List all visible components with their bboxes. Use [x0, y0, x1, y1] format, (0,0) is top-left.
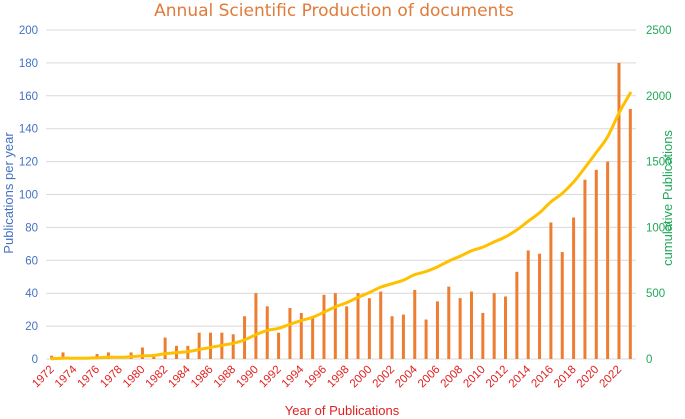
x-tick-label: 1980 — [121, 364, 148, 391]
bar-2014 — [526, 250, 530, 359]
x-tick-label: 1974 — [53, 363, 80, 390]
x-tick-label: 1988 — [212, 364, 239, 391]
x-tick-label: 2004 — [393, 363, 420, 390]
bar-2001 — [379, 291, 383, 359]
bar-2000 — [367, 298, 371, 359]
x-tick-label: 1978 — [98, 364, 125, 391]
x-tick-label: 2020 — [575, 364, 602, 391]
x-axis-ticks: 1972197419761978198019821984198619881990… — [30, 363, 624, 390]
x-tick-label: 1990 — [234, 364, 261, 391]
left-axis-label: Publications per year — [1, 132, 16, 254]
left-tick-label: 140 — [19, 124, 38, 136]
bar-series — [50, 62, 632, 360]
left-tick-label: 160 — [19, 91, 38, 103]
right-tick-label: 0 — [646, 354, 652, 366]
bar-2020 — [594, 169, 598, 359]
right-axis-ticks: 0 500 1000 1500 2000 2500 — [646, 25, 672, 366]
bar-2008 — [458, 298, 462, 359]
right-tick-label: 2000 — [646, 91, 672, 103]
left-tick-label: 180 — [19, 58, 38, 70]
x-tick-label: 2018 — [552, 364, 579, 391]
bar-2015 — [538, 253, 542, 359]
bar-1982 — [163, 337, 167, 359]
x-tick-label: 2006 — [416, 364, 443, 391]
bar-2009 — [469, 291, 473, 359]
bar-1996 — [322, 294, 326, 359]
x-tick-label: 1998 — [325, 364, 352, 391]
x-axis-label: Year of Publications — [285, 403, 400, 418]
bar-1990 — [254, 293, 258, 359]
x-tick-label: 1992 — [257, 364, 284, 391]
x-tick-label: 2002 — [371, 364, 398, 391]
x-tick-label: 2016 — [529, 364, 556, 391]
gridlines — [46, 29, 636, 360]
left-tick-label: 200 — [19, 25, 38, 37]
bar-1991 — [265, 306, 269, 359]
bar-1995 — [311, 317, 315, 359]
left-tick-label: 40 — [25, 288, 38, 300]
bar-2005 — [424, 319, 428, 359]
bar-2016 — [549, 222, 553, 359]
x-tick-label: 2008 — [439, 364, 466, 391]
bar-1997 — [333, 293, 337, 359]
bar-2018 — [572, 217, 576, 359]
x-tick-label: 1984 — [166, 363, 193, 390]
x-tick-label: 2000 — [348, 364, 375, 391]
bar-2021 — [606, 161, 610, 359]
bar-2013 — [515, 271, 519, 359]
right-tick-label: 2500 — [646, 25, 672, 37]
x-tick-label: 1986 — [189, 364, 216, 391]
x-tick-label: 1976 — [76, 364, 103, 391]
bar-1973 — [61, 352, 65, 359]
bar-1986 — [209, 332, 213, 359]
bar-2022 — [617, 62, 621, 360]
bar-2007 — [447, 286, 451, 359]
bar-1977 — [106, 352, 110, 359]
bar-1992 — [277, 332, 281, 359]
bar-2003 — [401, 314, 405, 359]
right-axis-label: cumulative Publications — [660, 130, 675, 266]
bar-1999 — [356, 293, 360, 359]
bar-1993 — [288, 308, 292, 359]
bar-1989 — [243, 316, 247, 359]
x-tick-label: 2010 — [461, 364, 488, 391]
left-tick-label: 120 — [19, 157, 38, 169]
x-tick-label: 2022 — [598, 364, 625, 391]
chart-title: Annual Scientific Production of document… — [154, 1, 514, 21]
x-tick-label: 1982 — [144, 364, 171, 391]
bar-1980 — [140, 347, 144, 359]
bar-1998 — [345, 306, 349, 359]
bar-2023 — [628, 108, 632, 360]
x-tick-label: 2014 — [507, 363, 534, 390]
bar-2004 — [413, 289, 417, 359]
bar-2002 — [390, 316, 394, 359]
left-tick-label: 100 — [19, 190, 38, 202]
x-tick-label: 1996 — [303, 364, 330, 391]
bar-2012 — [504, 296, 508, 359]
x-tick-label: 1972 — [30, 364, 57, 391]
left-tick-label: 0 — [32, 354, 38, 366]
bar-2010 — [481, 312, 485, 359]
left-tick-label: 80 — [25, 222, 38, 234]
bar-1994 — [299, 312, 303, 359]
bar-1985 — [197, 332, 201, 359]
bar-1988 — [231, 334, 235, 359]
bar-2019 — [583, 179, 587, 359]
bar-2011 — [492, 293, 496, 359]
right-tick-label: 1000 — [646, 222, 672, 234]
right-tick-label: 1500 — [646, 157, 672, 169]
left-tick-label: 60 — [25, 255, 38, 267]
cumulative-line — [50, 91, 632, 361]
bar-2017 — [560, 252, 564, 359]
left-axis-ticks: 0 20 40 60 80 100 120 140 160 180 200 — [19, 25, 38, 366]
left-tick-label: 20 — [25, 321, 38, 333]
right-tick-label: 500 — [646, 288, 665, 300]
x-tick-label: 2012 — [484, 364, 511, 391]
x-tick-label: 1994 — [280, 363, 307, 390]
bar-2006 — [435, 301, 439, 359]
